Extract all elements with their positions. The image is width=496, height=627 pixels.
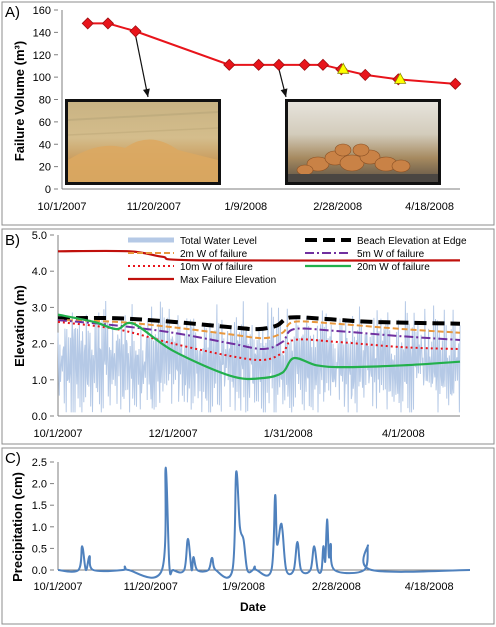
photo-inset-right — [285, 99, 441, 185]
y-tick-label: 1.0 — [32, 522, 47, 534]
panel-c-y-ticks: 0.0 0.5 1.0 1.5 2.0 2.5 — [32, 457, 54, 577]
photo-inset-left — [65, 99, 221, 185]
failure-volume-marker — [449, 77, 462, 90]
failure-volume-marker — [129, 25, 142, 38]
series-line-2m-w-of-failure — [57, 319, 461, 340]
photo-arrow-head — [142, 88, 150, 97]
highlighted-failure-marker — [393, 72, 407, 84]
failure-volume-marker — [316, 58, 330, 71]
x-tick-label: 4/1/2008 — [382, 428, 425, 440]
series-line-10m-w-of-failure — [57, 320, 461, 362]
x-tick-label: 1/31/2008 — [264, 428, 313, 440]
photo-arrow-head — [280, 88, 288, 97]
panel-b-y-title: Elevation (m) — [12, 285, 27, 367]
panel-c-x-title: Date — [240, 600, 266, 614]
water-level-line — [57, 300, 461, 413]
panel-c-frame — [1, 447, 495, 625]
x-tick-label: 4/18/2008 — [405, 581, 454, 593]
legend-label: Total Water Level — [180, 236, 257, 247]
failure-volume-marker — [81, 17, 94, 30]
failure-volume-marker — [272, 58, 285, 71]
panel-a: A) Failure Volume (m³) 0 20 40 60 80 100 120 14… — [1, 1, 495, 226]
y-tick-label: 2.0 — [32, 479, 47, 491]
failure-volume-marker — [223, 58, 236, 71]
y-tick-label: 140 — [33, 27, 51, 39]
y-tick-label: 120 — [33, 50, 51, 62]
panel-b-x-ticks: 10/1/2007 12/1/2007 1/31/2008 4/1/2008 — [34, 428, 425, 440]
y-tick-label: 3.0 — [32, 302, 47, 314]
series-line-max-failure-elevation — [57, 249, 461, 262]
x-tick-label: 1/9/2008 — [222, 581, 265, 593]
panel-a-y-title: Failure Volume (m³) — [12, 41, 27, 161]
x-tick-label: 10/1/2007 — [34, 581, 83, 593]
legend-label: 5m W of failure — [357, 249, 425, 260]
x-tick-label: 1/9/2008 — [224, 201, 267, 213]
y-tick-label: 2.5 — [32, 457, 47, 469]
photo-left-strata-2 — [67, 127, 219, 136]
series-line-5m-w-of-failure — [57, 319, 461, 351]
panel-c-y-title: Precipitation (cm) — [10, 472, 25, 582]
x-tick-label: 12/1/2007 — [149, 428, 198, 440]
x-tick-label: 11/20/2007 — [127, 201, 181, 213]
panel-b-frame — [1, 228, 495, 445]
y-tick-label: 80 — [39, 95, 51, 107]
panel-b-plot — [57, 249, 461, 413]
panel-c-plot — [57, 466, 471, 579]
panel-b: B) Elevation (m) 0.0 1.0 2.0 3.0 4.0 5.0 10/1… — [1, 228, 495, 445]
panel-b-legend: Total Water Level 2m W of failure 10m W of… — [128, 236, 467, 286]
y-tick-label: 0 — [45, 184, 51, 196]
y-tick-label: 20 — [39, 162, 51, 174]
x-tick-label: 10/1/2007 — [38, 201, 87, 213]
panel-b-letter: B) — [5, 232, 20, 249]
panel-b-y-ticks: 0.0 1.0 2.0 3.0 4.0 5.0 — [32, 230, 54, 423]
panel-a-plot — [81, 17, 462, 90]
highlighted-failure-marker — [337, 62, 350, 74]
legend-label: 2m W of failure — [180, 249, 248, 260]
panel-c-letter: C) — [5, 450, 21, 467]
precipitation-line — [57, 466, 471, 579]
x-tick-label: 10/1/2007 — [34, 428, 83, 440]
failure-volume-marker — [359, 68, 372, 81]
panel-a-x-ticks: 10/1/2007 11/20/2007 1/9/2008 2/28/2008 4/18… — [38, 201, 455, 213]
y-tick-label: 0.0 — [32, 411, 47, 423]
y-tick-label: 0.5 — [32, 543, 47, 555]
legend-label: Max Failure Elevation — [180, 275, 276, 286]
series-line-beach-elevation-at-edge — [57, 315, 461, 332]
y-tick-label: 1.0 — [32, 375, 47, 387]
y-tick-label: 1.5 — [32, 500, 47, 512]
y-tick-label: 40 — [39, 139, 51, 151]
panel-a-y-ticks: 0 20 40 60 80 100 120 140 160 — [33, 5, 58, 196]
panel-c: C) Precipitation (cm) Date 0.0 0.5 1.0 1.5 2… — [1, 447, 495, 625]
panel-c-x-ticks: 10/1/2007 11/20/2007 1/9/2008 2/28/2008 4/18… — [34, 581, 454, 593]
x-tick-label: 2/28/2008 — [313, 201, 362, 213]
panel-a-arrows — [134, 35, 288, 98]
x-tick-label: 4/18/2008 — [405, 201, 454, 213]
panel-a-letter: A) — [5, 4, 20, 21]
y-tick-label: 60 — [39, 117, 51, 129]
photo-arrow-line — [134, 35, 149, 98]
failure-volume-marker — [298, 58, 311, 71]
y-tick-label: 2.0 — [32, 339, 47, 351]
x-tick-label: 2/28/2008 — [312, 581, 361, 593]
y-tick-label: 0.0 — [32, 565, 47, 577]
y-tick-label: 4.0 — [32, 266, 47, 278]
photo-right-ground — [288, 174, 438, 182]
legend-label: Beach Elevation at Edge — [357, 236, 467, 247]
photo-left-debris — [68, 139, 218, 182]
legend-label: 10m W of failure — [180, 262, 253, 273]
legend-label: 20m W of failure — [357, 262, 430, 273]
photo-left-strata — [67, 111, 219, 121]
y-tick-label: 5.0 — [32, 230, 47, 242]
failure-volume-marker — [252, 58, 265, 71]
y-tick-label: 100 — [33, 72, 51, 84]
series-line-20m-w-of-failure — [57, 313, 461, 381]
failure-volume-marker — [101, 17, 115, 30]
x-tick-label: 11/20/2007 — [124, 581, 178, 593]
panel-a-frame — [1, 1, 495, 226]
photo-right-boulders — [296, 143, 411, 176]
y-tick-label: 160 — [33, 5, 51, 17]
